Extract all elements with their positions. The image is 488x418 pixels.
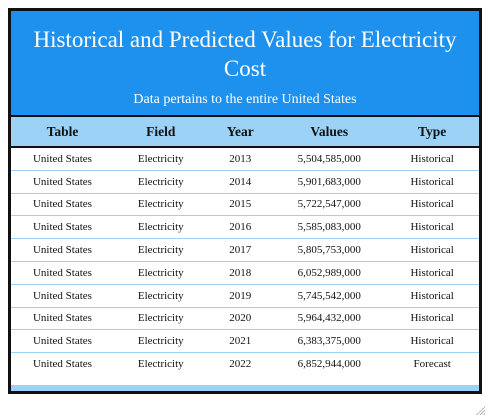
footer-band [11, 385, 479, 391]
cell-table: United States [11, 238, 114, 262]
table-row: United States Electricity 2015 5,722,547,00… [11, 193, 479, 217]
cell-values: 5,745,542,000 [273, 284, 386, 308]
cell-values: 5,585,083,000 [273, 215, 386, 240]
table-row: United States Electricity 2022 6,852,944,00… [11, 353, 479, 375]
column-header-type: Type [385, 117, 479, 148]
cell-field: Electricity [113, 307, 208, 331]
cell-type: Historical [385, 284, 479, 308]
report-frame: Historical and Predicted Values for Elec… [8, 8, 482, 394]
column-header-year: Year [207, 117, 274, 148]
table-row: United States Electricity 2019 5,745,542,00… [11, 284, 479, 308]
cell-year: 2019 [207, 284, 274, 308]
cell-values: 5,504,585,000 [273, 147, 386, 171]
cell-values: 5,964,432,000 [273, 307, 386, 331]
cell-table: United States [11, 147, 114, 171]
cell-year: 2015 [207, 193, 274, 217]
report-subtitle: Data pertains to the entire United State… [133, 92, 357, 107]
cell-table: United States [11, 307, 114, 331]
cell-type: Historical [385, 329, 479, 354]
cell-table: United States [32, 358, 92, 371]
column-header-values: Values [273, 117, 386, 148]
cell-table: United States [11, 261, 114, 285]
cell-year: 2020 [207, 307, 274, 331]
table-header-row: Table Field Year Values Type [11, 117, 479, 148]
report-header: Historical and Predicted Values for Elec… [11, 11, 479, 117]
cell-type: Historical [385, 307, 479, 331]
table-row: United States Electricity 2013 5,504,585,00… [11, 147, 479, 171]
cell-field: Electricity [113, 238, 208, 262]
table-row: United States Electricity 2014 5,901,683,00… [11, 170, 479, 194]
table-row: United States Electricity 2018 6,052,989,00… [11, 261, 479, 285]
cell-values: 5,722,547,000 [273, 193, 386, 217]
cell-table: United States [11, 215, 114, 240]
column-header-table: Table [11, 117, 114, 148]
resize-grip-icon[interactable] [475, 405, 485, 415]
data-table: Table Field Year Values Type United Stat… [11, 117, 479, 375]
cell-field: Electricity [113, 261, 208, 285]
cell-table: United States [11, 284, 114, 308]
cell-field: Electricity [113, 284, 208, 308]
cell-field: Electricity [137, 358, 184, 371]
table-row: United States Electricity 2021 6,383,375,00… [11, 329, 479, 354]
cell-field: Electricity [113, 170, 208, 194]
cell-values: 6,383,375,000 [273, 329, 386, 354]
cell-year: 2016 [207, 215, 274, 240]
table-row: United States Electricity 2016 5,585,083,00… [11, 215, 479, 240]
cell-values: 6,052,989,000 [273, 261, 386, 285]
cell-values: 6,852,944,000 [297, 358, 361, 371]
cell-type: Historical [385, 170, 479, 194]
cell-field: Electricity [113, 193, 208, 217]
cell-table: United States [11, 170, 114, 194]
cell-type: Historical [385, 193, 479, 217]
cell-year: 2014 [207, 170, 274, 194]
cell-year: 2021 [207, 329, 274, 354]
column-header-field: Field [113, 117, 208, 148]
cell-field: Electricity [113, 215, 208, 240]
table-row: United States Electricity 2017 5,805,753,00… [11, 238, 479, 262]
cell-type: Historical [385, 238, 479, 262]
cell-field: Electricity [113, 329, 208, 354]
cell-year: 2017 [207, 238, 274, 262]
cell-values: 5,805,753,000 [273, 238, 386, 262]
cell-table: United States [11, 329, 114, 354]
cell-field: Electricity [113, 147, 208, 171]
cell-year: 2022 [229, 358, 252, 371]
table-body: United States Electricity 2013 5,504,585,00… [11, 147, 479, 375]
cell-values: 5,901,683,000 [273, 170, 386, 194]
report-title: Historical and Predicted Values for Elec… [33, 27, 457, 81]
cell-type: Forecast [413, 358, 451, 371]
cell-type: Historical [385, 215, 479, 240]
cell-year: 2013 [207, 147, 274, 171]
cell-type: Historical [385, 261, 479, 285]
cell-table: United States [11, 193, 114, 217]
cell-year: 2018 [207, 261, 274, 285]
cell-type: Historical [385, 147, 479, 171]
table-row: United States Electricity 2020 5,964,432,00… [11, 307, 479, 331]
